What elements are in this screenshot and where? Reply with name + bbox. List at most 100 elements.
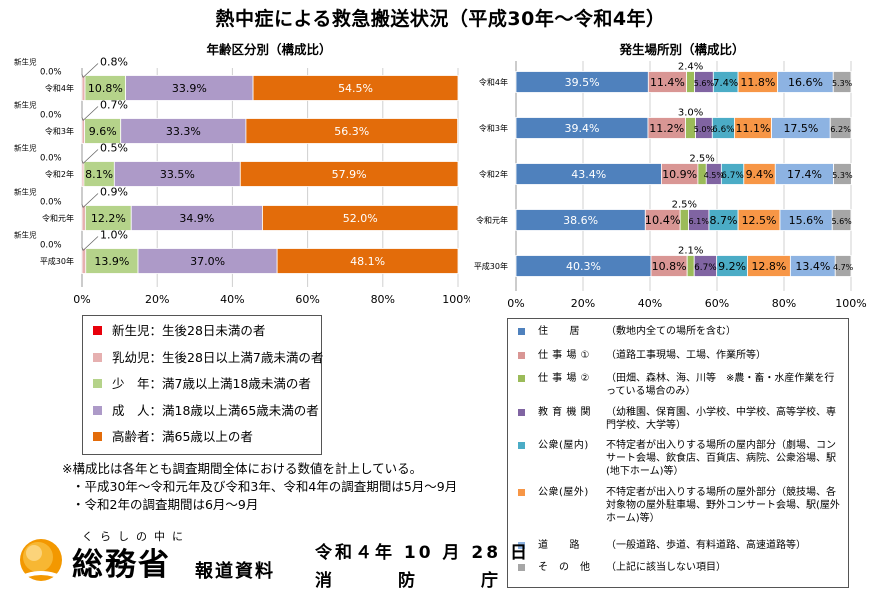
bar-segment — [81, 205, 86, 231]
x-tick-label: 0% — [507, 297, 524, 310]
data-label: 43.4% — [571, 168, 606, 181]
ministry-logo-icon — [12, 539, 70, 583]
data-label: 2.5% — [689, 154, 714, 165]
legend-swatch — [518, 564, 525, 571]
x-tick-label: 60% — [295, 293, 319, 306]
data-label: 4.7% — [833, 263, 854, 272]
legend-swatch — [518, 542, 525, 549]
bar-segment — [84, 75, 127, 101]
leader-line — [81, 117, 84, 121]
data-label: 9.4% — [746, 168, 774, 181]
category-label: 令和4年 — [45, 83, 74, 93]
x-tick-label: 40% — [220, 293, 244, 306]
data-label: 10.8% — [652, 260, 687, 273]
page-title: 熱中症による救急搬送状況（平成30年～令和4年） — [215, 8, 666, 30]
data-label: 33.3% — [166, 125, 201, 138]
category-label: 平成30年 — [474, 261, 508, 271]
age-chart-title: 年齢区分別（構成比） — [206, 42, 331, 57]
callout-series-name: 新生児 — [14, 100, 37, 110]
issuer: 消 防 庁 — [315, 566, 498, 591]
bar-segment — [831, 209, 852, 231]
data-label: 34.9% — [179, 212, 214, 225]
legend-item: 新生児：生後28日未満の者 — [93, 322, 265, 340]
data-label: 38.6% — [563, 214, 598, 227]
release-date: 令和４年 10 月 28 日 — [315, 543, 530, 563]
issuer-char: 庁 — [481, 571, 498, 591]
note-period-2: ・令和2年の調査期間は6月～9月 — [72, 497, 259, 512]
data-label: 0.7% — [100, 99, 128, 112]
bar-segment — [833, 163, 852, 185]
document-type: 報道資料 — [195, 561, 275, 582]
age-legend: 新生児：生後28日未満の者 乳幼児：生後28日以上満7歳未満の者少 年：満7歳以上… — [82, 315, 324, 455]
legend-description: （一般道路、歩道、有料道路、高速道路等） — [606, 540, 806, 551]
x-tick-label: 80% — [371, 293, 395, 306]
legend-swatch — [93, 432, 102, 441]
legend-swatch — [93, 379, 102, 388]
bar-segment — [834, 255, 852, 277]
leader-line — [81, 74, 84, 78]
leader-line — [82, 193, 99, 208]
data-label: 5.6% — [694, 79, 715, 88]
data-label: 57.9% — [332, 168, 367, 181]
data-label: 37.0% — [190, 255, 225, 268]
data-label: 2.4% — [678, 62, 703, 73]
bar-segment — [252, 75, 459, 101]
data-label: 5.3% — [832, 79, 853, 88]
bar-segment — [84, 118, 122, 144]
leader-line — [82, 149, 99, 164]
legend-label: 成 人：満18歳以上満65歳未満の者 — [112, 402, 319, 418]
data-label: 11.8% — [740, 76, 775, 89]
leader-line — [81, 204, 84, 208]
bar-segment — [85, 248, 139, 274]
data-label: 5.6% — [831, 217, 852, 226]
data-label: 56.3% — [334, 125, 369, 138]
leader-line — [82, 236, 99, 251]
callout-series-name: 新生児 — [14, 143, 37, 153]
category-label: 令和元年 — [42, 213, 74, 223]
bar-segment — [130, 205, 263, 231]
x-tick-label: 40% — [638, 297, 662, 310]
data-label: 39.4% — [565, 122, 600, 135]
data-label: 12.5% — [742, 214, 777, 227]
bar-segment — [686, 255, 695, 277]
data-label: 0.0% — [40, 111, 62, 121]
place-composition-chart: 発生場所別（構成比） 39.5% 11.4%2.4%5.6% 7.4% 11.8% 16… — [474, 42, 867, 310]
bar-segment — [262, 205, 459, 231]
data-label: 2.1% — [678, 246, 703, 257]
x-tick-label: 0% — [73, 293, 90, 306]
legend-swatch — [93, 352, 102, 362]
leader-line — [82, 106, 99, 121]
legend-description: 不特定者が出入りする場所の屋内部分（劇場、コンサート会場、飲食店、百貨店、病院、… — [606, 440, 836, 477]
data-label: 11.1% — [736, 122, 771, 135]
legend-swatch — [518, 489, 525, 496]
legend-description: （幼稚園、保育園、小学校、中学校、高等学校、専門学校、大学等） — [606, 407, 836, 431]
data-label: 0.0% — [40, 68, 62, 78]
data-label: 33.9% — [172, 82, 207, 95]
legend-name: 住 居 — [538, 326, 580, 337]
callout-series-name: 新生児 — [14, 230, 37, 240]
category-label: 令和3年 — [479, 123, 508, 133]
data-label: 48.1% — [350, 255, 385, 268]
logo-tagline: くらしの中に — [82, 530, 190, 543]
legend-label: 乳幼児：生後28日以上満7歳未満の者 — [112, 349, 324, 365]
category-label: 令和3年 — [45, 126, 74, 136]
data-label: 39.5% — [565, 76, 600, 89]
data-label: 52.0% — [343, 212, 378, 225]
data-label: 13.4% — [795, 260, 830, 273]
bar-segment — [125, 75, 254, 101]
legend-description: （敷地内全ての場所を含む） — [606, 326, 736, 337]
data-label: 0.9% — [100, 186, 128, 199]
place-chart-title: 発生場所別（構成比） — [618, 42, 744, 57]
category-label: 令和4年 — [479, 77, 508, 87]
callout-series-name: 新生児 — [14, 57, 37, 67]
data-label: 12.2% — [91, 212, 126, 225]
data-label: 6.6% — [712, 125, 734, 135]
bar-segment — [245, 118, 459, 144]
place-legend: 住 居 （敷地内全ての場所を含む） 仕 事 場 ① （道路工事現場、工場、作業所等） 仕… — [507, 318, 849, 588]
data-label: 2.5% — [672, 200, 697, 211]
leader-line — [81, 247, 84, 251]
data-label: 6.7% — [694, 263, 717, 273]
data-label: 54.5% — [338, 82, 373, 95]
data-label: 0.5% — [100, 142, 128, 155]
